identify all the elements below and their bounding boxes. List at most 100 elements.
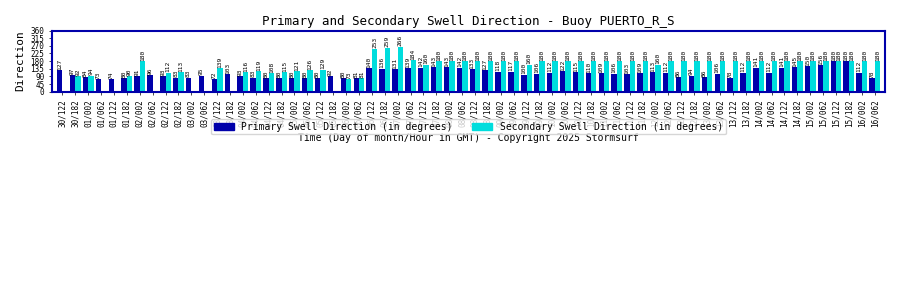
Bar [500, 61, 506, 92]
X-axis label: Time (Day of month/Hour in GMT) - Copyright 2025 Stormsurf: Time (Day of month/Hour in GMT) - Copyri… [298, 133, 639, 142]
Bar [746, 61, 751, 92]
Text: 145: 145 [792, 56, 797, 67]
Bar [449, 61, 454, 92]
Text: 119: 119 [256, 60, 261, 71]
Bar [792, 67, 797, 92]
Bar [436, 61, 442, 92]
Bar [482, 70, 488, 92]
Bar [372, 49, 377, 92]
Text: 96: 96 [148, 68, 152, 75]
Bar [707, 61, 713, 92]
Bar [681, 61, 687, 92]
Text: 86: 86 [676, 69, 681, 77]
Bar [843, 61, 849, 92]
Text: 180: 180 [475, 50, 481, 61]
Text: 139: 139 [405, 56, 410, 68]
Bar [526, 64, 532, 92]
Text: 184: 184 [410, 49, 416, 60]
Text: 180: 180 [720, 50, 725, 61]
Text: 180: 180 [514, 50, 519, 61]
Bar [276, 78, 282, 92]
Bar [771, 61, 777, 92]
Bar [534, 74, 539, 92]
Text: 109: 109 [637, 61, 643, 73]
Text: 180: 180 [436, 50, 442, 61]
Bar [475, 61, 481, 92]
Text: 160: 160 [526, 53, 532, 64]
Text: 109: 109 [598, 61, 604, 73]
Bar [676, 77, 681, 92]
Bar [238, 76, 243, 92]
Text: 112: 112 [857, 61, 861, 72]
Text: 106: 106 [612, 62, 616, 73]
Bar [315, 78, 320, 92]
Bar [688, 76, 694, 92]
Text: 142: 142 [457, 56, 462, 67]
Text: 126: 126 [308, 59, 312, 70]
Text: 180: 180 [695, 50, 699, 61]
Text: 253: 253 [372, 37, 377, 48]
Bar [604, 61, 609, 92]
Text: 84: 84 [83, 70, 88, 77]
Bar [625, 74, 630, 92]
Bar [95, 79, 101, 92]
Bar [76, 76, 81, 92]
Text: 180: 180 [501, 50, 506, 61]
Bar [328, 76, 333, 92]
Text: 160: 160 [656, 53, 661, 64]
Bar [779, 68, 785, 92]
Bar [810, 61, 815, 92]
Text: 112: 112 [547, 61, 552, 72]
Text: 106: 106 [535, 62, 539, 73]
Text: 113: 113 [651, 61, 655, 72]
Text: 112: 112 [166, 61, 171, 72]
Text: 113: 113 [178, 61, 184, 72]
Text: 136: 136 [380, 57, 384, 68]
Text: 117: 117 [508, 60, 514, 71]
Bar [766, 73, 771, 92]
Text: 115: 115 [282, 61, 287, 72]
Text: 180: 180 [734, 50, 738, 61]
Text: 180: 180 [449, 50, 454, 61]
Bar [57, 70, 62, 92]
Bar [250, 78, 256, 92]
Text: 122: 122 [560, 59, 565, 70]
Bar [836, 61, 842, 92]
Bar [431, 68, 436, 92]
Bar [694, 61, 699, 92]
Bar [630, 61, 635, 92]
Text: 180: 180 [843, 50, 849, 61]
Bar [862, 61, 868, 92]
Bar [346, 79, 352, 92]
Bar [857, 73, 862, 92]
Bar [148, 75, 153, 92]
Text: 160: 160 [424, 53, 428, 64]
Text: 94: 94 [88, 68, 94, 75]
Bar [160, 76, 166, 92]
Text: 115: 115 [573, 61, 578, 72]
Bar [70, 75, 76, 92]
Text: 90: 90 [127, 69, 132, 76]
Bar [875, 61, 880, 92]
Text: 180: 180 [140, 50, 145, 61]
Text: 180: 180 [553, 50, 558, 61]
Bar [650, 73, 655, 92]
Bar [392, 69, 398, 92]
Text: 78: 78 [727, 70, 733, 78]
Text: 94: 94 [689, 68, 694, 75]
Bar [173, 78, 178, 92]
Text: 116: 116 [243, 60, 248, 72]
Bar [264, 78, 269, 92]
Bar [805, 66, 810, 92]
Text: 73: 73 [96, 71, 101, 79]
Y-axis label: Direction: Direction [15, 31, 25, 92]
Text: 83: 83 [186, 70, 191, 77]
Bar [212, 80, 217, 92]
Text: 112: 112 [741, 61, 745, 72]
Bar [514, 61, 519, 92]
Text: 180: 180 [604, 50, 609, 61]
Bar [186, 78, 192, 92]
Text: 180: 180 [669, 50, 673, 61]
Text: 127: 127 [58, 58, 62, 70]
Bar [572, 72, 578, 92]
